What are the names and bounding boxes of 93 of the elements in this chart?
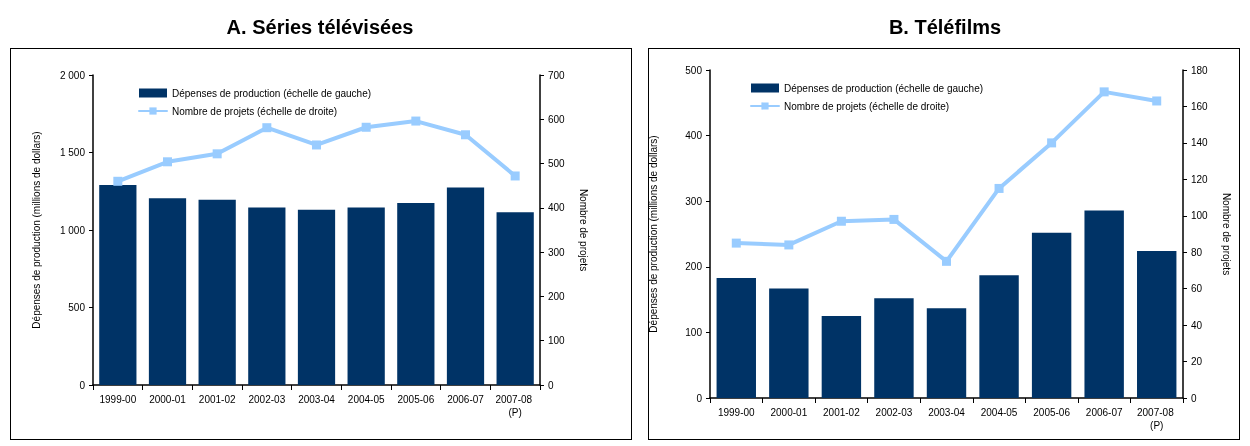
point [262,123,272,133]
bar [148,198,187,385]
point [1152,96,1162,106]
point [163,157,172,167]
point [836,216,846,226]
y2-tick-label: 180 [1191,64,1209,76]
x-tick-label: 2001-02 [823,407,861,418]
y2-tick-label: 600 [548,113,566,125]
x-tick-label: 2005-06 [1033,407,1071,418]
x-tick-label: 2004-05 [347,394,385,405]
y-tick-label: 300 [685,195,703,207]
x-tick-label: 2007-08 (P) [495,394,535,418]
bar [821,316,862,398]
y2-tick-label: 700 [548,69,566,81]
y-tick-label: 1 500 [59,147,86,158]
bar [496,212,534,385]
legend-label: Dépenses de production (échelle de gauche) [172,87,372,99]
chart-title: A. Séries télévisées [226,16,414,38]
y2-tick-label: 100 [548,335,566,347]
legend-label: Dépenses de production (échelle de gauche) [784,82,984,94]
x-tick-label: 2002-03 [875,407,913,418]
point [212,149,222,159]
y2-tick-label: 500 [548,158,566,170]
y-tick-label: 2 000 [59,69,86,81]
point [461,130,470,140]
point [411,116,421,126]
bar [397,202,435,385]
point [731,238,741,248]
y-tick-label: 100 [685,326,703,338]
point [994,183,1004,193]
bar [716,277,756,398]
y2-tick-label: 300 [548,246,566,258]
y2-tick-label: 20 [1191,356,1203,368]
y2-tick-label: 100 [1191,210,1209,222]
x-tick-label: 2006-07 [447,394,485,405]
bar [198,199,236,385]
y2-tick-label: 400 [548,202,566,214]
bar [248,207,286,385]
y2-axis-title: Nombre de projets [577,188,589,272]
bar [347,207,385,385]
bar [446,187,485,385]
legend-label: Nombre de projets (échelle de droite) [784,100,950,112]
point [312,140,321,150]
y2-tick-label: 60 [1191,283,1203,295]
y-tick-label: 200 [685,261,703,273]
y2-tick-label: 0 [548,379,554,391]
y-tick-label: 1 000 [59,224,86,236]
point [889,214,899,224]
y2-tick-label: 40 [1191,319,1203,331]
x-tick-label: 2004-05 [980,407,1018,418]
x-tick-label: 2000-01 [149,394,187,405]
x-tick-label: 2002-03 [248,394,286,405]
bar [1031,232,1072,398]
y-tick-label: 0 [79,379,86,391]
y2-tick-label: 140 [1191,137,1209,149]
x-tick-label: 2000-01 [770,407,808,418]
y2-tick-label: 80 [1191,246,1203,258]
y-tick-label: 400 [685,130,703,142]
y2-tick-label: 160 [1191,100,1209,112]
bar [769,288,809,398]
x-tick-label: 1999-00 [717,407,756,418]
y2-axis-title: Nombre de projets [1220,192,1232,276]
point [784,240,794,250]
bar [874,298,914,398]
point [1099,87,1109,97]
bar [1084,210,1124,398]
x-tick-label: 2003-04 [928,407,966,418]
x-tick-label: 2007-08 (P) [1136,407,1177,431]
point [361,122,371,132]
legend-label: Nombre de projets (échelle de droite) [172,105,338,117]
y-tick-label: 500 [685,64,703,76]
x-tick-label: 2006-07 [1085,407,1123,418]
x-tick-label: 2001-02 [198,394,236,405]
bar [979,275,1019,398]
x-tick-label: 2005-06 [397,394,435,405]
bar [99,185,137,385]
bar [1137,251,1177,398]
y-axis-title: Dépenses de production (millions de dollars) [30,131,42,329]
y-tick-label: 0 [696,392,703,404]
x-tick-label: 1999-00 [99,394,137,405]
y-axis-title: Dépenses de production (millions de dollars) [647,135,659,333]
bar [926,308,967,398]
y2-tick-label: 0 [1191,392,1197,404]
y-tick-label: 500 [68,302,86,313]
point [1047,138,1057,148]
x-tick-label: 2003-04 [298,394,336,405]
point [942,256,951,266]
point [510,171,520,181]
y2-tick-label: 200 [548,290,566,302]
point [113,176,123,186]
y2-tick-label: 120 [1191,173,1209,185]
chart-title: B. Téléfilms [888,16,1002,38]
bar [297,209,336,385]
